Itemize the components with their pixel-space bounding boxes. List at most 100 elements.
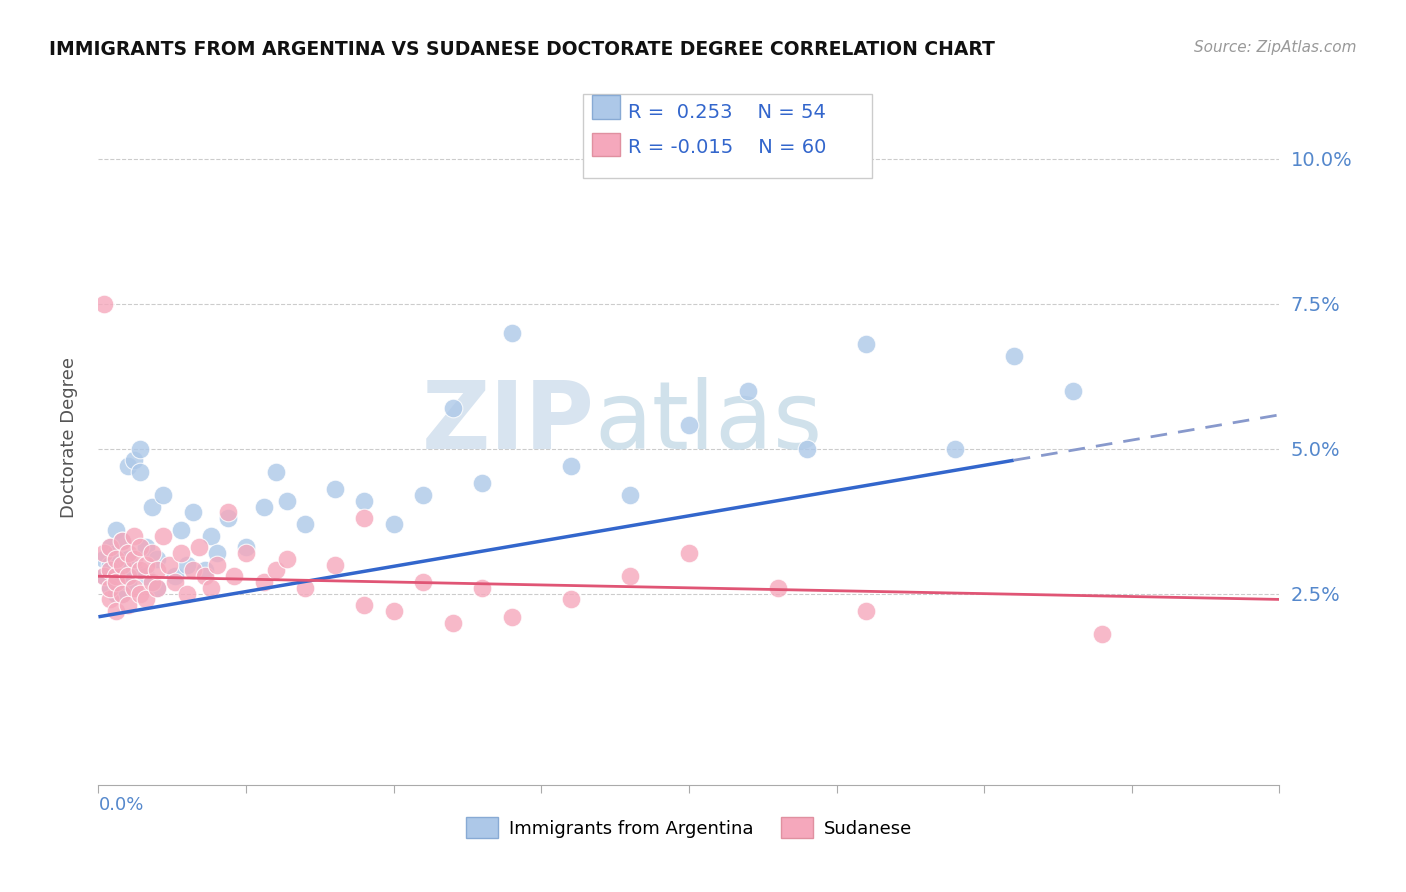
- Point: [382, 516, 405, 531]
- Point: [200, 528, 222, 542]
- Point: [678, 546, 700, 560]
- Point: [235, 540, 257, 554]
- Point: [105, 574, 128, 589]
- Point: [122, 581, 145, 595]
- Point: [111, 587, 134, 601]
- Point: [105, 604, 128, 618]
- Point: [98, 540, 121, 554]
- Point: [128, 442, 150, 456]
- Point: [170, 523, 193, 537]
- Point: [93, 546, 115, 560]
- Point: [93, 569, 115, 583]
- Point: [128, 465, 150, 479]
- Point: [122, 453, 145, 467]
- Point: [105, 551, 128, 566]
- Text: Source: ZipAtlas.com: Source: ZipAtlas.com: [1194, 40, 1357, 55]
- Point: [501, 326, 523, 340]
- Point: [176, 558, 198, 572]
- Point: [141, 574, 163, 589]
- Point: [146, 564, 169, 578]
- Point: [122, 564, 145, 578]
- Point: [855, 604, 877, 618]
- Point: [117, 546, 139, 560]
- Point: [105, 523, 128, 537]
- Point: [441, 615, 464, 630]
- Point: [105, 569, 128, 583]
- Point: [1002, 349, 1025, 363]
- Point: [181, 505, 204, 519]
- Point: [135, 592, 157, 607]
- Point: [276, 493, 298, 508]
- Point: [105, 569, 128, 583]
- Point: [187, 540, 209, 554]
- Point: [217, 505, 239, 519]
- Point: [117, 598, 139, 612]
- Point: [471, 476, 494, 491]
- Point: [111, 587, 134, 601]
- Point: [165, 569, 187, 583]
- Point: [157, 558, 180, 572]
- Point: [353, 598, 375, 612]
- Point: [943, 442, 966, 456]
- Point: [176, 587, 198, 601]
- Point: [766, 581, 789, 595]
- Point: [111, 558, 134, 572]
- Point: [796, 442, 818, 456]
- Point: [98, 581, 121, 595]
- Point: [170, 546, 193, 560]
- Point: [264, 465, 287, 479]
- Point: [264, 564, 287, 578]
- Point: [111, 558, 134, 572]
- Point: [353, 493, 375, 508]
- Point: [323, 558, 346, 572]
- Point: [382, 604, 405, 618]
- Point: [98, 540, 121, 554]
- Point: [194, 569, 217, 583]
- Text: atlas: atlas: [595, 377, 823, 469]
- Point: [165, 574, 187, 589]
- Point: [135, 558, 157, 572]
- Text: 0.0%: 0.0%: [98, 796, 143, 814]
- Point: [1062, 384, 1084, 398]
- Point: [353, 511, 375, 525]
- Legend: Immigrants from Argentina, Sudanese: Immigrants from Argentina, Sudanese: [458, 810, 920, 846]
- Point: [141, 500, 163, 514]
- Point: [93, 296, 115, 310]
- Point: [98, 564, 121, 578]
- Point: [117, 458, 139, 473]
- Point: [98, 592, 121, 607]
- Text: R = -0.015    N = 60: R = -0.015 N = 60: [628, 138, 827, 157]
- Point: [117, 569, 139, 583]
- Point: [98, 581, 121, 595]
- Point: [441, 401, 464, 415]
- Point: [105, 546, 128, 560]
- Point: [501, 610, 523, 624]
- Point: [93, 569, 115, 583]
- Point: [181, 564, 204, 578]
- Point: [217, 511, 239, 525]
- Point: [412, 488, 434, 502]
- Point: [224, 569, 246, 583]
- Point: [128, 587, 150, 601]
- Point: [678, 418, 700, 433]
- Point: [619, 488, 641, 502]
- Point: [235, 546, 257, 560]
- Point: [141, 546, 163, 560]
- Point: [471, 581, 494, 595]
- Point: [205, 546, 228, 560]
- Point: [1091, 627, 1114, 641]
- Point: [855, 337, 877, 351]
- Point: [412, 574, 434, 589]
- Point: [135, 569, 157, 583]
- Point: [128, 540, 150, 554]
- Point: [122, 528, 145, 542]
- Point: [93, 551, 115, 566]
- Point: [619, 569, 641, 583]
- Point: [560, 458, 582, 473]
- Point: [152, 528, 174, 542]
- Point: [105, 587, 128, 601]
- Point: [737, 384, 759, 398]
- Point: [276, 551, 298, 566]
- Text: ZIP: ZIP: [422, 377, 595, 469]
- Point: [135, 540, 157, 554]
